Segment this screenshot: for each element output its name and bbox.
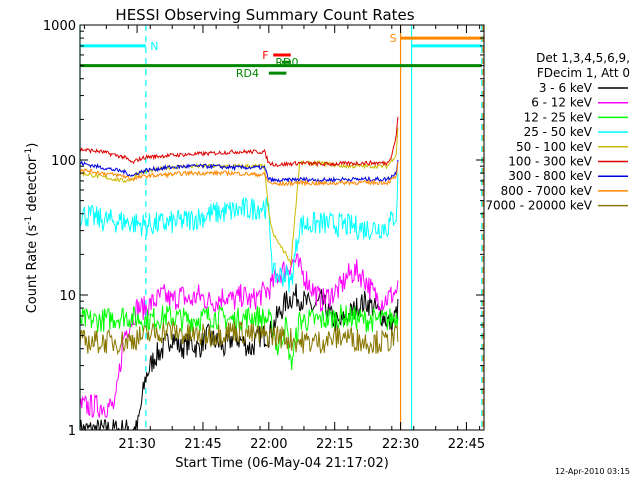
y-tick-label-1: 10 (59, 289, 76, 304)
series-line-2 (79, 304, 399, 371)
x-tick-label-4: 22:30 (382, 437, 419, 452)
footer-timestamp: 12-Apr-2010 03:15 (555, 467, 630, 476)
flag-label-n: N (150, 40, 158, 53)
series-line-3 (79, 173, 399, 293)
x-tick-label-1: 21:45 (184, 437, 221, 452)
legend: Det 1,3,4,5,6,9, FDecim 1, Att 0 3 - 6 k… (485, 51, 630, 213)
series-line-4 (79, 127, 399, 266)
series-line-7 (79, 161, 399, 187)
legend-label-7: 800 - 7000 keV (501, 184, 593, 198)
legend-label-4: 50 - 100 keV (516, 140, 593, 154)
series-line-8 (79, 320, 399, 356)
legend-label-1: 6 - 12 keV (531, 96, 593, 110)
y-axis-label: Count Rate (s-1 detector-1) (24, 143, 40, 314)
legend-label-2: 12 - 25 keV (524, 110, 593, 124)
flag-label-rd0: RD0 (275, 56, 298, 69)
legend-label-3: 25 - 50 keV (524, 125, 593, 139)
flag-label-f: F (262, 49, 268, 62)
series-line-6 (79, 159, 399, 184)
y-tick-label-0: 1 (68, 424, 76, 439)
legend-label-5: 100 - 300 keV (508, 155, 592, 169)
x-tick-label-0: 21:30 (118, 437, 155, 452)
flag-label-rd4: RD4 (236, 67, 259, 80)
legend-header-line-2: FDecim 1, Att 0 (537, 66, 630, 80)
flag-label-s: S (390, 32, 397, 45)
legend-label-8: 7000 - 20000 keV (485, 199, 592, 213)
series-line-5 (79, 116, 399, 168)
chart-title: HESSI Observing Summary Count Rates (115, 6, 414, 24)
x-tick-label-5: 22:45 (448, 437, 485, 452)
x-tick-label-2: 22:00 (250, 437, 287, 452)
legend-label-6: 300 - 800 keV (508, 169, 592, 183)
x-tick-label-3: 22:15 (316, 437, 353, 452)
y-tick-label-2: 100 (51, 154, 76, 169)
legend-header-line-1: Det 1,3,4,5,6,9, (536, 51, 630, 65)
x-axis-label: Start Time (06-May-04 21:17:02) (175, 456, 389, 471)
y-tick-label-3: 1000 (43, 19, 76, 34)
plot-area: N S F RD0 RD4 (79, 25, 484, 432)
legend-label-0: 3 - 6 keV (539, 81, 593, 95)
